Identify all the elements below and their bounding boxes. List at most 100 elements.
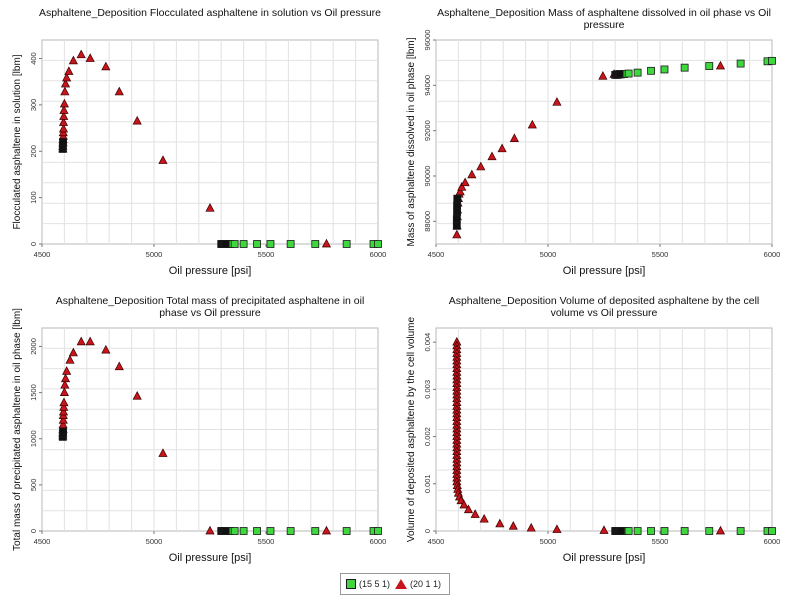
data-point-triangle (463, 504, 474, 514)
data-point-triangle (476, 161, 486, 171)
legend-triangle-marker (395, 579, 408, 589)
data-point-square (311, 240, 320, 248)
legend-item-20-1-1: (20 1 1) (395, 579, 441, 589)
chart-legend: (15 5 1) (20 1 1) (340, 573, 450, 595)
data-point-overlap (59, 427, 67, 436)
x-tick-label: 6000 (370, 250, 387, 259)
y-tick-label: 400 (29, 52, 38, 65)
chart-title: Asphaltene_Deposition Volume of deposite… (449, 295, 760, 319)
data-point-triangle (58, 123, 69, 133)
data-point-square (253, 240, 261, 248)
data-point-square (705, 527, 714, 535)
y-tick-label: 0.004 (423, 333, 432, 352)
data-point-overlap (453, 194, 462, 203)
data-point-triangle (715, 60, 726, 70)
data-point-triangle (527, 119, 537, 129)
y-tick-label: 100 (29, 191, 38, 204)
chart-panel-4: Asphaltene_Deposition Volume of deposite… (406, 295, 780, 564)
data-point-triangle (101, 344, 111, 354)
chart-panel-2: Asphaltene_Deposition Mass of asphaltene… (406, 7, 780, 277)
y-axis-label: Mass of asphaltene dissolved in oil phas… (406, 37, 417, 246)
data-point-square (286, 240, 295, 248)
legend-label: (20 1 1) (410, 579, 442, 589)
data-point-triangle (508, 521, 518, 530)
x-tick-label: 5000 (146, 250, 163, 259)
data-point-square (680, 527, 689, 535)
data-point-square (311, 527, 320, 535)
data-point-triangle (715, 525, 726, 535)
data-point-triangle (158, 155, 168, 164)
legend-item-15-5-1: (15 5 1) (346, 579, 390, 589)
y-axis-label: Flocculated asphaltene in solution [lbm] (12, 54, 23, 229)
chart-title: Asphaltene_Deposition Flocculated asphal… (39, 7, 381, 19)
data-point-square (768, 527, 776, 535)
data-point-square (342, 240, 351, 248)
data-point-triangle (68, 55, 78, 65)
x-axis-label: Oil pressure [psi] (563, 552, 646, 564)
data-point-triangle (85, 336, 95, 346)
y-tick-label: 94000 (423, 75, 432, 96)
data-point-triangle (60, 86, 70, 96)
data-point-triangle (60, 379, 70, 389)
data-point-triangle (598, 71, 608, 80)
x-tick-label: 5000 (540, 250, 557, 259)
data-point-triangle (65, 355, 75, 364)
data-point-square (374, 527, 382, 535)
data-point-square (239, 527, 248, 535)
data-point-triangle (60, 373, 71, 383)
data-point-triangle (132, 115, 142, 125)
data-point-overlap (452, 215, 461, 223)
x-axis-label: Oil pressure [psi] (169, 265, 252, 277)
data-point-square (660, 527, 669, 535)
x-axis-label: Oil pressure [psi] (169, 552, 252, 564)
data-point-triangle (526, 522, 536, 532)
data-point-triangle (59, 98, 69, 108)
data-point-triangle (460, 177, 470, 187)
data-point-overlap (453, 201, 461, 210)
data-point-triangle (59, 105, 69, 114)
data-point-triangle (114, 86, 124, 96)
data-point-square (253, 527, 261, 535)
data-point-square (239, 240, 248, 248)
data-point-triangle (552, 524, 562, 533)
y-tick-label: 300 (29, 99, 38, 112)
y-axis-label: Total mass of precipitated asphaltene in… (12, 308, 23, 551)
data-point-triangle (58, 406, 69, 416)
data-point-overlap (615, 70, 624, 78)
data-point-triangle (205, 525, 215, 535)
data-point-square (633, 527, 642, 535)
data-point-triangle (509, 133, 519, 142)
data-point-triangle (76, 336, 86, 346)
y-axis-label: Volume of deposited asphaltene by the ce… (406, 316, 417, 542)
x-tick-label: 5000 (540, 537, 557, 546)
data-point-square (736, 59, 745, 68)
data-point-square (680, 63, 689, 72)
y-tick-label: 0 (29, 242, 38, 246)
x-tick-label: 6000 (764, 250, 781, 259)
data-point-square (374, 240, 382, 248)
chart-title: Asphaltene_Deposition Total mass of prec… (56, 295, 365, 319)
data-point-square (633, 68, 642, 77)
x-tick-label: 6000 (764, 537, 781, 546)
data-point-overlap (221, 240, 230, 248)
data-point-triangle (599, 525, 609, 534)
data-point-triangle (487, 151, 497, 161)
data-point-triangle (59, 397, 69, 407)
data-point-triangle (321, 238, 332, 248)
y-tick-label: 200 (29, 145, 38, 158)
data-point-triangle (76, 49, 86, 59)
data-point-square (230, 240, 239, 248)
x-tick-label: 4500 (428, 250, 445, 259)
x-tick-label: 5500 (258, 537, 275, 546)
x-tick-label: 6000 (370, 537, 387, 546)
y-tick-label: 1000 (29, 430, 38, 447)
data-point-square (624, 69, 633, 78)
chart-title: Asphaltene_Deposition Mass of asphaltene… (437, 7, 771, 31)
y-tick-label: 0.001 (423, 474, 432, 493)
data-point-square (660, 65, 669, 74)
data-point-triangle (459, 499, 469, 509)
x-tick-label: 4500 (34, 537, 51, 546)
data-point-square (768, 56, 776, 65)
data-point-triangle (497, 143, 507, 153)
